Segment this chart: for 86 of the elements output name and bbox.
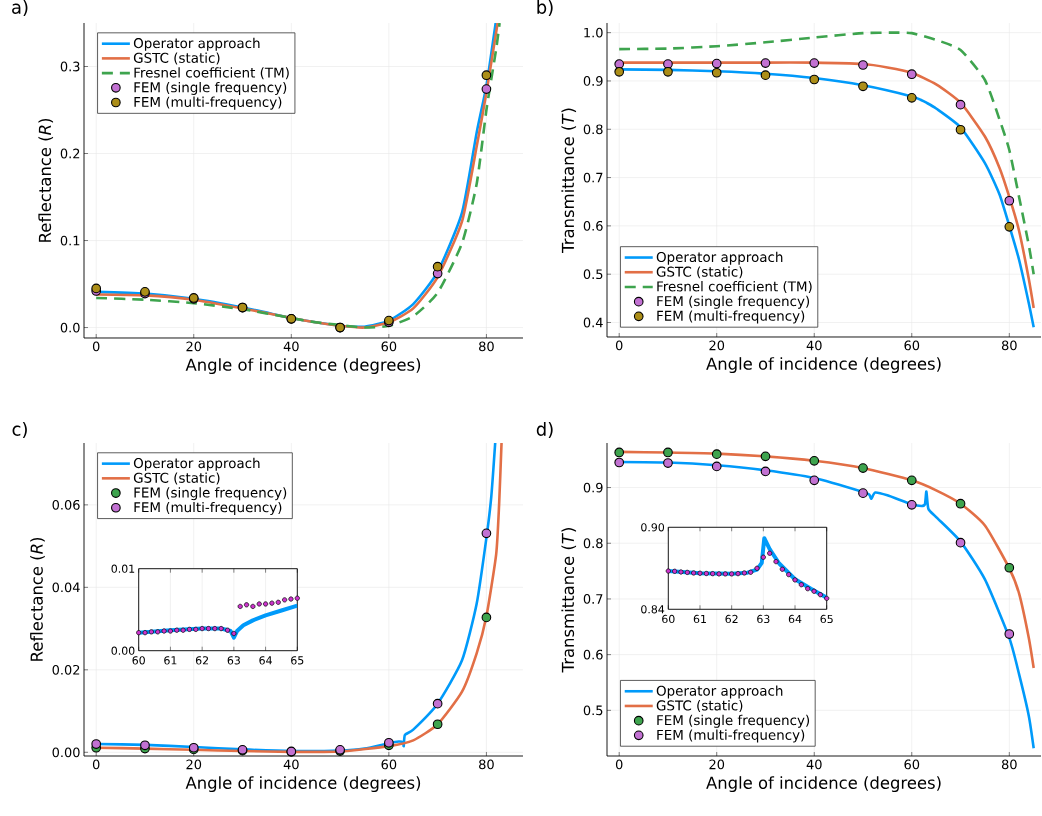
x-tick-label: 0: [92, 759, 100, 770]
y-tick-label: 0.8: [583, 124, 603, 135]
y-tick-label: 0.5: [583, 269, 603, 280]
y-tick-label: 0.7: [583, 172, 603, 183]
legend-label: GSTC (static): [133, 472, 220, 485]
x-tick-label: 60: [381, 341, 397, 352]
chart-title: d): [536, 422, 553, 438]
y-tick-label: 0.04: [52, 582, 80, 593]
x-tick-label: 62: [195, 656, 209, 665]
chart-title: a): [12, 0, 28, 16]
x-tick-label: 20: [709, 340, 725, 351]
y-tick-label: 0.7: [583, 594, 603, 604]
legend-label: Operator approach: [133, 37, 260, 51]
x-tick-label: 80: [1001, 759, 1017, 770]
x-tick-label: 60: [381, 759, 397, 770]
legend-label: FEM (multi-frequency): [134, 96, 282, 110]
x-tick-label: 63: [227, 656, 240, 665]
y-tick-label: 0.00: [111, 646, 135, 655]
y-tick-label: 0.8: [583, 538, 603, 549]
x-tick-label: 0: [615, 340, 623, 351]
x-tick-label: 64: [259, 656, 272, 665]
y-tick-label: 0.6: [583, 649, 603, 660]
x-tick-label: 80: [1001, 340, 1017, 351]
y-tick-label: 0.9: [583, 482, 603, 493]
legend-label: FEM (single frequency): [657, 714, 810, 728]
chart-title: c): [12, 422, 27, 438]
legend-label: FEM (single frequency): [134, 81, 287, 95]
x-tick-label: 61: [693, 614, 706, 624]
y-axis-title: Reflectance (R): [30, 537, 45, 661]
y-tick-label: 0.1: [60, 235, 80, 246]
x-tick-label: 80: [479, 759, 494, 770]
legend-label: FEM (multi-frequency): [657, 310, 805, 324]
x-axis-title: Angle of incidence (degrees): [706, 357, 941, 374]
x-tick-label: 40: [806, 340, 822, 351]
x-tick-label: 65: [820, 614, 833, 624]
x-tick-label: 40: [283, 341, 299, 352]
x-tick-label: 63: [757, 614, 770, 624]
x-tick-label: 60: [132, 656, 145, 665]
legend-label: GSTC (static): [656, 266, 743, 279]
y-tick-label: 1.0: [584, 27, 603, 38]
x-axis-title: Angle of incidence (degrees): [706, 776, 941, 793]
x-tick-label: 60: [662, 614, 675, 624]
x-tick-label: 40: [806, 759, 822, 770]
x-tick-label: 60: [904, 340, 920, 351]
x-tick-label: 62: [725, 614, 738, 624]
legend-label: GSTC (static): [133, 52, 220, 65]
y-tick-label: 0.06: [52, 499, 80, 510]
y-tick-label: 0.2: [60, 148, 80, 159]
y-tick-label: 0.6: [583, 220, 603, 231]
y-tick-label: 0.84: [641, 605, 665, 614]
y-tick-label: 0.3: [60, 61, 80, 72]
legend-label: Operator approach: [133, 457, 260, 471]
x-tick-label: 0: [615, 759, 623, 770]
x-tick-label: 65: [291, 656, 304, 665]
legend-label: FEM (multi-frequency): [134, 501, 282, 515]
legend-label: FEM (multi-frequency): [657, 729, 805, 743]
x-tick-label: 20: [186, 759, 202, 770]
x-tick-label: 40: [283, 759, 299, 770]
legend-label: Fresnel coefficient (TM): [134, 67, 289, 80]
y-axis-title: Transmittance (T): [561, 528, 577, 673]
x-tick-label: 64: [788, 614, 802, 624]
y-tick-label: 0.9: [583, 76, 603, 86]
y-tick-label: 0.4: [583, 317, 603, 328]
legend-label: GSTC (static): [656, 700, 743, 713]
legend-label: Fresnel coefficient (TM): [657, 281, 812, 294]
x-tick-label: 60: [904, 759, 920, 770]
legend-label: FEM (single frequency): [134, 487, 287, 501]
legend-label: Operator approach: [656, 251, 783, 265]
y-tick-label: 0.01: [111, 564, 135, 573]
y-tick-label: 0.0: [60, 322, 80, 333]
chart-title: b): [537, 0, 553, 16]
y-tick-label: 0.02: [52, 664, 80, 675]
x-tick-label: 20: [709, 759, 725, 770]
x-tick-label: 61: [164, 656, 177, 665]
y-axis-title: Reflectance (R): [38, 118, 54, 242]
y-axis-title: Transmittance (T): [561, 108, 577, 253]
legend-label: FEM (single frequency): [657, 295, 810, 309]
x-tick-label: 80: [479, 341, 494, 352]
y-tick-label: 0.00: [52, 747, 80, 758]
x-tick-label: 20: [186, 341, 202, 352]
x-axis-title: Angle of incidence (degrees): [185, 358, 421, 375]
x-tick-label: 0: [92, 341, 100, 352]
x-axis-title: Angle of incidence (degrees): [185, 776, 421, 793]
legend-label: Operator approach: [656, 685, 783, 699]
y-tick-label: 0.5: [583, 705, 603, 716]
y-tick-label: 0.90: [641, 523, 665, 532]
